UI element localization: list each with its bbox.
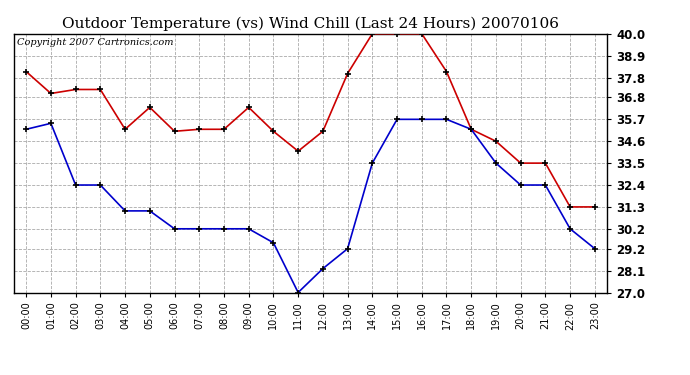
Text: Copyright 2007 Cartronics.com: Copyright 2007 Cartronics.com: [17, 38, 173, 46]
Title: Outdoor Temperature (vs) Wind Chill (Last 24 Hours) 20070106: Outdoor Temperature (vs) Wind Chill (Las…: [62, 17, 559, 31]
